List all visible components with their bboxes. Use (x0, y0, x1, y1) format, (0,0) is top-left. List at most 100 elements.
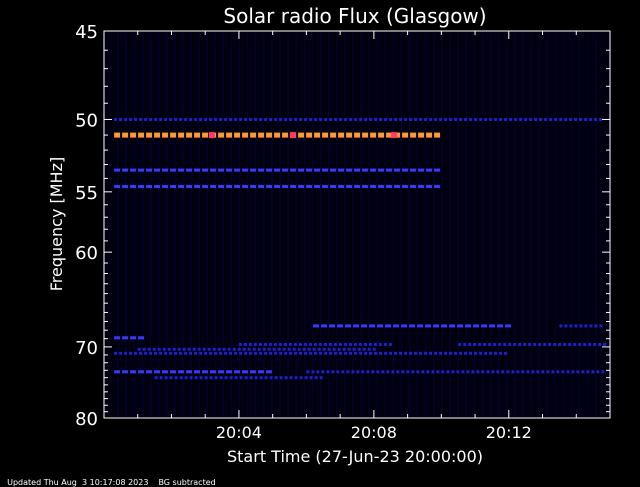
band-segment (284, 118, 288, 121)
band-segment (369, 118, 373, 121)
band-segment (523, 343, 527, 346)
band-segment (247, 347, 251, 351)
band-segment (139, 351, 143, 355)
band-segment (399, 351, 403, 355)
band-segment (494, 118, 498, 121)
band-segment (384, 351, 388, 355)
band-segment (274, 132, 281, 138)
band-segment (282, 185, 289, 188)
noise-streak (230, 33, 232, 416)
band-segment (178, 132, 185, 138)
band-segment (144, 351, 148, 355)
noise-streak (352, 33, 354, 416)
band-segment (234, 376, 238, 380)
band-segment (114, 118, 118, 121)
band-segment (250, 185, 257, 188)
band-segment (333, 343, 337, 346)
band-segment (186, 185, 193, 188)
band-segment (114, 168, 121, 172)
band-segment (149, 351, 153, 355)
band-segment (346, 132, 353, 138)
band-segment (410, 168, 417, 172)
noise-streak (408, 33, 411, 416)
band-segment (454, 351, 458, 355)
band-segment (159, 118, 163, 121)
plot-frame (103, 30, 611, 419)
band-segment (419, 351, 423, 355)
band-segment (130, 132, 137, 138)
band-segment (304, 351, 308, 355)
noise-streak (303, 33, 305, 416)
band-segment (162, 370, 169, 374)
band-segment (214, 376, 218, 380)
band-segment (202, 185, 209, 188)
band-segment (274, 351, 278, 355)
band-segment (154, 168, 161, 172)
band-segment (249, 376, 253, 380)
band-segment (539, 118, 543, 121)
band-segment (431, 370, 435, 374)
band-segment (299, 118, 303, 121)
band-segment (588, 343, 592, 346)
band-segment (508, 343, 512, 346)
band-segment (471, 370, 475, 374)
band-segment (378, 132, 385, 138)
band-segment (202, 370, 209, 374)
band-segment (283, 343, 287, 346)
updated-timestamp: Updated Thu Aug 3 10:17:08 2023 (7, 478, 149, 487)
band-segment (409, 324, 416, 328)
band-segment (170, 168, 177, 172)
band-segment (394, 185, 401, 188)
band-segment (264, 351, 268, 355)
noise-streak (133, 33, 135, 416)
band-segment (394, 351, 398, 355)
band-segment (274, 185, 281, 188)
band-segment (361, 324, 368, 328)
band-segment (217, 347, 221, 351)
band-segment (464, 118, 468, 121)
band-segment (269, 351, 273, 355)
band-segment (374, 351, 378, 355)
band-segment (417, 324, 424, 328)
band-segment (564, 324, 568, 328)
y-tick-label: 45 (75, 22, 98, 43)
band-segment (433, 324, 440, 328)
band-segment (571, 370, 575, 374)
band-segment (298, 132, 305, 138)
band-segment (599, 118, 603, 121)
band-segment (202, 132, 209, 138)
band-segment (370, 132, 377, 138)
band-segment (316, 370, 320, 374)
band-segment (458, 343, 462, 346)
band-segment (338, 168, 345, 172)
band-segment (349, 351, 353, 355)
band-segment (170, 185, 177, 188)
band-segment (399, 118, 403, 121)
band-segment (284, 376, 288, 380)
band-segment (184, 118, 188, 121)
noise-streak (271, 33, 273, 416)
noise-streak (117, 33, 119, 416)
band-segment (536, 370, 540, 374)
noise-streak (587, 33, 589, 416)
band-segment (243, 343, 247, 346)
band-segment (293, 343, 297, 346)
band-segment (147, 347, 151, 351)
band-segment (371, 370, 375, 374)
noise-streak (489, 33, 492, 416)
band-segment (354, 118, 358, 121)
band-segment (259, 376, 263, 380)
band-segment (178, 370, 185, 374)
band-segment (218, 370, 225, 374)
band-segment (164, 351, 168, 355)
band-segment (332, 347, 336, 351)
band-segment (279, 376, 283, 380)
band-segment (566, 370, 570, 374)
band-segment (226, 132, 233, 138)
band-segment (457, 324, 464, 328)
band-segment (177, 347, 181, 351)
band-segment (429, 118, 433, 121)
band-segment (484, 351, 488, 355)
band-segment (404, 118, 408, 121)
